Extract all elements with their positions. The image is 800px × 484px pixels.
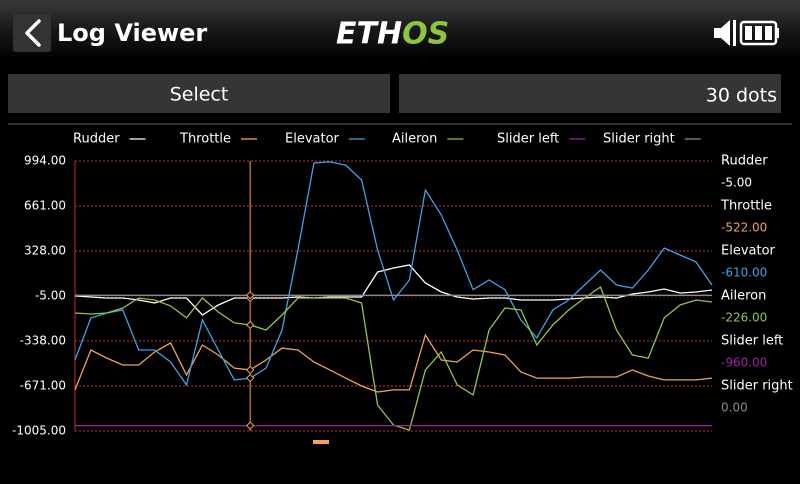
- cursor-marker: [245, 320, 255, 330]
- cursor-series-name: Throttle: [720, 199, 772, 214]
- legend-label: Elevator: [285, 132, 340, 147]
- series-line: [74, 333, 713, 393]
- legend-label: Throttle: [179, 132, 231, 147]
- logo: ETH OS: [336, 17, 449, 52]
- battery-cell: [755, 26, 762, 40]
- cursor-series-name: Elevator: [721, 244, 776, 259]
- y-tick-label: -1005.00: [12, 424, 66, 438]
- cursor-value: 0.00: [721, 401, 748, 415]
- battery-cell: [745, 26, 752, 40]
- legend-label: Rudder: [73, 132, 120, 147]
- dots-button[interactable]: 30 dots: [399, 74, 781, 113]
- select-button-bg[interactable]: [8, 74, 390, 113]
- select-button[interactable]: Select: [8, 74, 390, 113]
- cursor-marker: [245, 421, 255, 430]
- scroll-indicator[interactable]: [313, 440, 329, 444]
- page-title: Log Viewer: [57, 19, 207, 47]
- cursor-series-name: Slider left: [721, 334, 783, 349]
- dots-button-bg[interactable]: [399, 74, 781, 113]
- y-tick-label: -671.00: [20, 378, 66, 392]
- dots-label[interactable]: 30 dots: [706, 85, 777, 107]
- y-tick-label: 661.00: [24, 198, 66, 212]
- cursor-value: -226.00: [721, 311, 767, 325]
- cursor-marker: [245, 373, 255, 383]
- legend-label: Aileron: [392, 132, 437, 147]
- cursor-value: -522.00: [721, 221, 767, 235]
- cursor-value: -960.00: [721, 356, 767, 370]
- select-label[interactable]: Select: [170, 84, 229, 106]
- y-tick-label: -5.00: [35, 288, 66, 302]
- cursor-value: -610.00: [721, 266, 767, 280]
- back-button[interactable]: [13, 14, 51, 52]
- cursor-marker: [245, 291, 255, 300]
- speaker-bar: [733, 20, 736, 46]
- logo-main: ETH: [336, 17, 402, 52]
- legend-label: Slider left: [497, 132, 559, 147]
- cursor-marker: [245, 365, 255, 375]
- y-tick-label: 994.00: [24, 154, 66, 168]
- battery-cell: [765, 26, 772, 40]
- speaker-icon: [714, 20, 736, 46]
- series-line: [74, 264, 713, 316]
- y-tick-label: 328.00: [24, 243, 66, 257]
- speaker-body: [714, 20, 730, 46]
- battery-tip: [776, 28, 779, 38]
- cursor-series-name: Aileron: [721, 289, 766, 304]
- legend-label: Slider right: [603, 132, 675, 147]
- plot: 994.00 661.00 328.00 -5.00 -338.00 -671.00 -10…: [12, 132, 793, 438]
- logo-accent: OS: [402, 17, 449, 52]
- cursor-value: -5.00: [721, 176, 752, 190]
- y-tick-label: -338.00: [20, 333, 66, 347]
- back-arrow[interactable]: [25, 19, 41, 47]
- top-bar: [0, 0, 800, 56]
- cursor-series-name: Rudder: [721, 154, 768, 169]
- back-button-bg[interactable]: [13, 14, 51, 52]
- series-line: [74, 161, 713, 387]
- cursor-series-name: Slider right: [721, 379, 793, 394]
- battery-icon: [739, 20, 779, 46]
